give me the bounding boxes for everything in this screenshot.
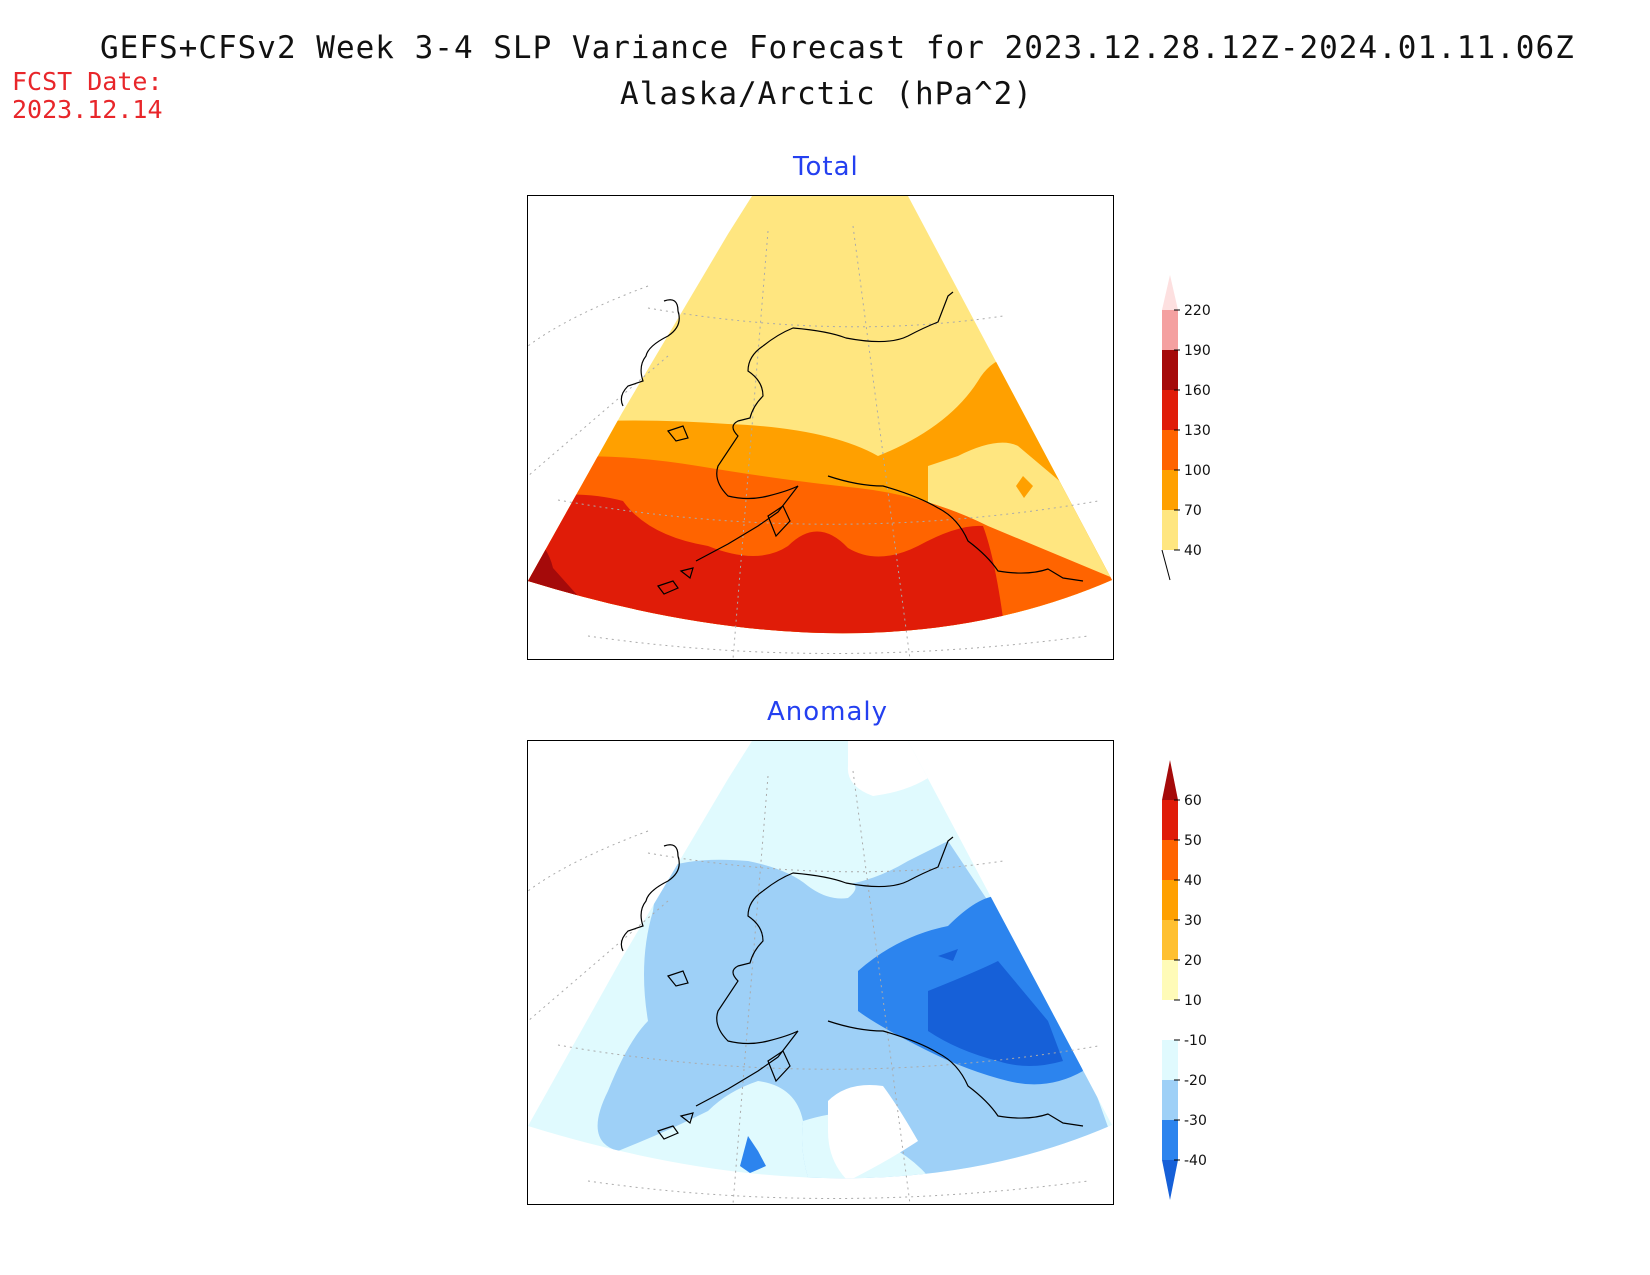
anomaly-pocket-neg10 — [808, 881, 856, 899]
colorbar-total-label: 40 — [1184, 543, 1202, 559]
colorbar-anomaly-label: -20 — [1184, 1073, 1207, 1089]
colorbar-total-top-triangle — [1162, 275, 1178, 310]
total-graticule — [528, 225, 1099, 659]
colorbar-total-label: 100 — [1184, 463, 1211, 479]
colorbar-total-label: 190 — [1184, 343, 1211, 359]
colorbar-total-label: 70 — [1184, 503, 1202, 519]
colorbar-anomaly-swatch — [1162, 920, 1178, 960]
colorbar-anomaly-swatch — [1162, 1080, 1178, 1120]
colorbar-total: 40 70 100 130 160 190 220 — [1161, 275, 1211, 581]
colorbar-total-label: 130 — [1184, 423, 1211, 439]
colorbar-anomaly-label: 10 — [1184, 993, 1202, 1009]
anomaly-coastline — [620, 836, 1084, 1140]
colorbar-anomaly-label: 60 — [1184, 793, 1202, 809]
panel-title-anomaly: Anomaly — [767, 697, 889, 727]
forecast-date-block: FCST Date: 2023.12.14 — [12, 68, 163, 124]
colorbar-anomaly-swatch — [1162, 880, 1178, 920]
colorbar-total-swatch — [1162, 510, 1178, 550]
colorbar-anomaly-label: 50 — [1184, 833, 1202, 849]
total-coastline — [620, 291, 1084, 595]
colorbar-anomaly-top-triangle — [1162, 760, 1178, 800]
anomaly-spot-neg40 — [938, 949, 958, 961]
colorbar-anomaly-swatch — [1162, 800, 1178, 840]
colorbar-anomaly-swatch — [1162, 1040, 1178, 1080]
colorbar-anomaly-swatch — [1162, 1000, 1178, 1040]
forecast-date-label: FCST Date: — [12, 67, 163, 96]
colorbar-total-tail — [1161, 549, 1171, 581]
colorbar-anomaly-label: 40 — [1184, 873, 1202, 889]
map-total-svg — [528, 196, 1112, 659]
colorbar-anomaly-label: -40 — [1184, 1153, 1207, 1169]
colorbar-total-label: 220 — [1184, 303, 1211, 319]
colorbar-anomaly-label: -10 — [1184, 1033, 1207, 1049]
colorbar-anomaly-swatch — [1162, 960, 1178, 1000]
anomaly-band-neg40 — [928, 961, 1063, 1066]
colorbar-anomaly-label: 20 — [1184, 953, 1202, 969]
map-anomaly-svg — [528, 741, 1112, 1204]
colorbar-total-swatch — [1162, 310, 1178, 350]
colorbar-total-swatch — [1162, 350, 1178, 390]
colorbar-anomaly: -40 -30 -20 -10 10 20 30 40 50 60 — [1162, 760, 1207, 1200]
colorbar-anomaly-label: 30 — [1184, 913, 1202, 929]
colorbar-total-swatch — [1162, 390, 1178, 430]
panel-title-total: Total — [793, 152, 859, 182]
colorbar-anomaly-swatch — [1162, 840, 1178, 880]
colorbar-anomaly-label: -30 — [1184, 1113, 1207, 1129]
forecast-date-value: 2023.12.14 — [12, 95, 163, 124]
map-anomaly — [527, 740, 1114, 1205]
main-title: GEFS+CFSv2 Week 3-4 SLP Variance Forecas… — [100, 30, 1575, 66]
anomaly-graticule — [528, 770, 1099, 1204]
colorbar-anomaly-bottom-triangle — [1162, 1160, 1178, 1200]
anomaly-band-white-south — [828, 1085, 918, 1179]
total-spot-70-100 — [1016, 476, 1033, 498]
colorbar-total-label: 160 — [1184, 383, 1211, 399]
colorbar-anomaly-swatch — [1162, 1120, 1178, 1160]
map-total — [527, 195, 1114, 660]
colorbar-total-swatch — [1162, 470, 1178, 510]
anomaly-spot-neg30 — [740, 1136, 766, 1173]
colorbar-total-swatch — [1162, 430, 1178, 470]
main-subtitle: Alaska/Arctic (hPa^2) — [620, 76, 1033, 112]
